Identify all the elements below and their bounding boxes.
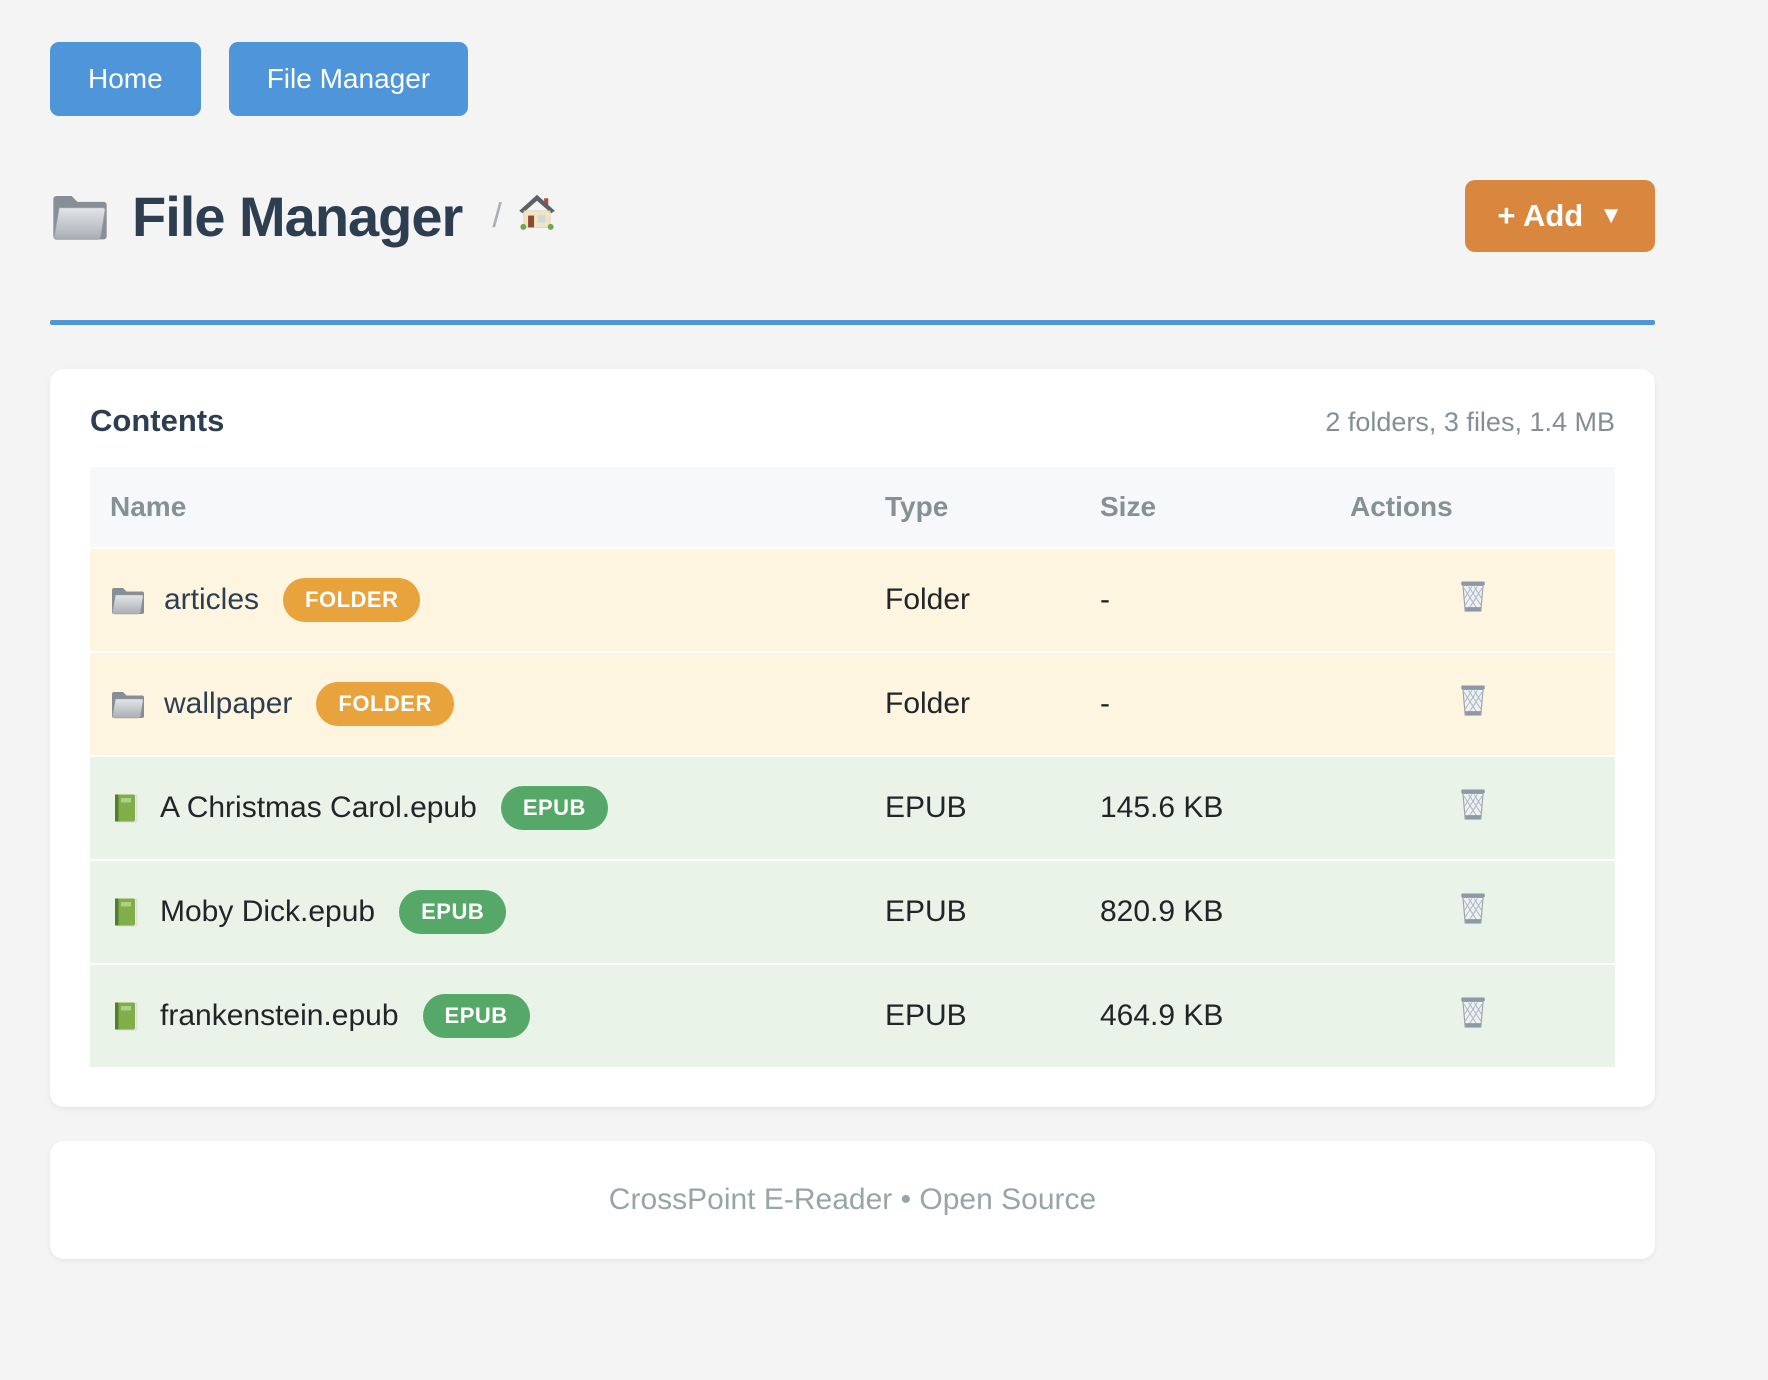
add-button[interactable]: + Add ▼ (1465, 180, 1655, 252)
delete-button[interactable] (1455, 577, 1491, 615)
table-header-row: Name Type Size Actions (90, 467, 1615, 548)
table-row[interactable]: Moby Dick.epub EPUB EPUB 820.9 KB (90, 859, 1615, 964)
item-size: - (1080, 651, 1330, 756)
item-type: Folder (865, 547, 1080, 652)
item-type: EPUB (865, 963, 1080, 1067)
table-row[interactable]: A Christmas Carol.epub EPUB EPUB 145.6 K… (90, 755, 1615, 860)
page-header: File Manager / (50, 170, 1655, 262)
table-row[interactable]: articles FOLDER Folder - (90, 547, 1615, 652)
contents-summary: 2 folders, 3 files, 1.4 MB (1325, 407, 1615, 437)
home-icon[interactable] (518, 193, 556, 240)
top-nav: Home File Manager (50, 0, 1655, 116)
book-icon (110, 999, 142, 1033)
item-name[interactable]: frankenstein.epub (160, 999, 399, 1032)
trash-icon (1455, 581, 1491, 618)
nav-file-manager-button[interactable]: File Manager (228, 42, 469, 116)
header-divider (50, 320, 1655, 325)
item-size: 464.9 KB (1080, 963, 1330, 1067)
table-row[interactable]: wallpaper FOLDER Folder - (90, 651, 1615, 756)
item-name[interactable]: A Christmas Carol.epub (160, 791, 477, 824)
breadcrumb: / (492, 193, 555, 240)
footer: CrossPoint E-Reader • Open Source (50, 1141, 1655, 1259)
item-type: EPUB (865, 859, 1080, 964)
delete-button[interactable] (1455, 785, 1491, 823)
item-name[interactable]: wallpaper (164, 687, 293, 720)
item-type-badge: FOLDER (283, 578, 421, 622)
column-header-size: Size (1080, 467, 1330, 548)
book-icon (110, 791, 142, 825)
folder-icon (50, 189, 110, 243)
column-header-type: Type (865, 467, 1080, 548)
column-header-actions: Actions (1330, 467, 1615, 548)
contents-title: Contents (90, 403, 225, 438)
delete-button[interactable] (1455, 993, 1491, 1031)
delete-button[interactable] (1455, 681, 1491, 719)
item-type: Folder (865, 651, 1080, 756)
trash-icon (1455, 893, 1491, 930)
trash-icon (1455, 789, 1491, 826)
item-type-badge: EPUB (399, 890, 507, 934)
folder-icon (110, 584, 146, 616)
contents-table: Name Type Size Actions (90, 467, 1615, 1067)
item-size: - (1080, 547, 1330, 652)
delete-button[interactable] (1455, 889, 1491, 927)
item-name[interactable]: articles (164, 583, 260, 616)
item-size: 820.9 KB (1080, 859, 1330, 964)
table-row[interactable]: frankenstein.epub EPUB EPUB 464.9 KB (90, 963, 1615, 1067)
page-title: File Manager (132, 184, 463, 248)
trash-icon (1455, 997, 1491, 1034)
column-header-name: Name (90, 467, 865, 548)
folder-icon (110, 688, 146, 720)
breadcrumb-separator: / (492, 196, 502, 235)
book-icon (110, 895, 142, 929)
item-type: EPUB (865, 755, 1080, 860)
add-button-label: + Add (1497, 198, 1584, 233)
trash-icon (1455, 685, 1491, 722)
item-size: 145.6 KB (1080, 755, 1330, 860)
contents-card: Contents 2 folders, 3 files, 1.4 MB Name… (50, 369, 1655, 1107)
item-name[interactable]: Moby Dick.epub (160, 895, 376, 928)
item-type-badge: EPUB (422, 994, 530, 1038)
item-type-badge: EPUB (500, 786, 608, 830)
item-type-badge: FOLDER (316, 682, 454, 726)
footer-text: CrossPoint E-Reader • Open Source (608, 1183, 1097, 1216)
table-body: articles FOLDER Folder - (90, 547, 1615, 1067)
chevron-down-icon: ▼ (1599, 202, 1623, 229)
nav-home-button[interactable]: Home (50, 42, 201, 116)
